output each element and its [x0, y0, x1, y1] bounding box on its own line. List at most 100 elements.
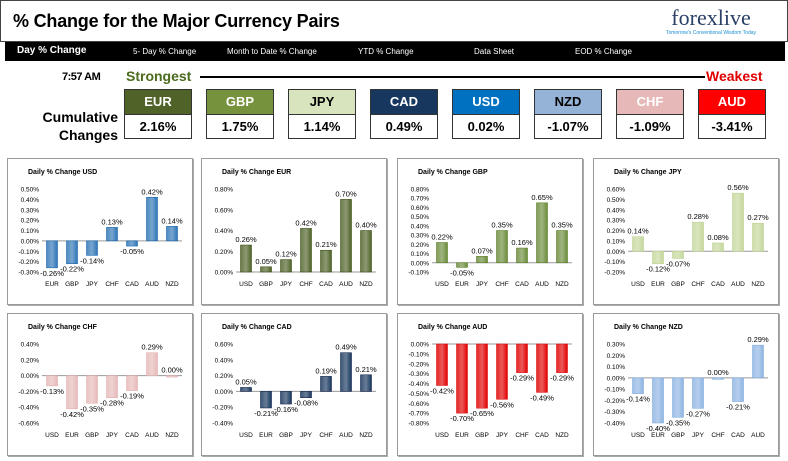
bar [300, 228, 312, 273]
data-label: -0.65% [470, 409, 494, 418]
x-tick-label: GBP [259, 281, 273, 288]
data-label: -0.49% [530, 393, 554, 402]
bar [516, 343, 528, 373]
y-tick-label: 0.20% [215, 249, 234, 256]
chart-title: Daily % Change NZD [614, 324, 683, 331]
y-tick-label: 0.60% [215, 342, 234, 349]
x-tick-label: GBP [65, 281, 79, 288]
forexlive-logo[interactable]: forexlive Tomorrow's Conventional Wisdom… [641, 6, 781, 40]
currency-value: -3.41% [699, 114, 765, 138]
chart-title: Daily % Change CAD [222, 324, 292, 331]
bar-chart: 0.40% 0.20% 0.00% -0.20% -0.40% -0.60% -0.13% U… [18, 342, 183, 440]
data-label: -0.56% [490, 400, 514, 409]
bar [360, 230, 372, 273]
bar [632, 377, 644, 394]
data-label: -0.21% [254, 409, 278, 418]
x-tick-label: JPY [476, 281, 489, 288]
x-tick-label: USD [631, 432, 645, 439]
tab-day-change[interactable]: Day % Change [17, 45, 87, 56]
tab-month-to-date[interactable]: Month to Date % Change [227, 47, 317, 56]
currency-code: AUD [699, 90, 765, 114]
currency-value: 2.16% [125, 114, 191, 138]
x-tick-label: JPY [496, 432, 509, 439]
bar [340, 352, 352, 392]
y-tick-label: 0.50% [411, 214, 430, 221]
data-label: -0.12% [646, 265, 670, 274]
currency-box-cad: CAD 0.49% [370, 89, 438, 139]
y-tick-label: -0.20% [604, 398, 625, 405]
bar [672, 251, 684, 259]
bar [692, 221, 704, 252]
y-tick-label: -0.40% [212, 421, 233, 428]
bar [632, 236, 644, 252]
x-tick-label: CAD [125, 432, 139, 439]
y-tick-label: 0.70% [411, 196, 430, 203]
bar [496, 343, 508, 400]
bar [712, 242, 724, 252]
bar [166, 226, 178, 242]
data-label: -0.05% [450, 268, 474, 277]
data-label: -0.14% [626, 395, 650, 404]
data-label: -0.28% [100, 399, 124, 408]
bar [106, 227, 118, 242]
x-tick-label: USD [239, 281, 253, 288]
tab-ytd-change[interactable]: YTD % Change [358, 47, 414, 56]
x-tick-label: EUR [65, 432, 79, 439]
bar [516, 247, 528, 264]
y-tick-label: -0.40% [18, 405, 39, 412]
bar [126, 375, 138, 391]
data-label: 0.21% [355, 365, 377, 374]
data-label: 0.16% [511, 238, 533, 247]
data-label: 0.05% [255, 257, 277, 266]
cumulative-label: Cumulative Changes [40, 108, 118, 144]
currency-code: JPY [289, 90, 355, 114]
currency-box-aud: AUD -3.41% [698, 89, 766, 139]
y-tick-label: 0.40% [607, 207, 626, 214]
y-tick-label: 0.00% [215, 389, 234, 396]
data-label: 0.56% [727, 183, 749, 192]
data-label: 0.42% [295, 218, 317, 227]
y-tick-label: 0.20% [411, 242, 430, 249]
y-tick-label: 0.10% [411, 251, 430, 258]
data-label: -0.40% [646, 424, 670, 433]
y-tick-label: -0.20% [18, 389, 39, 396]
chart-title: Daily % Change GBP [418, 169, 488, 176]
x-tick-label: NZD [555, 281, 569, 288]
y-tick-label: -0.20% [604, 270, 625, 277]
x-tick-label: USD [239, 432, 253, 439]
bar [320, 249, 332, 273]
x-tick-label: CAD [731, 432, 745, 439]
data-label: 0.65% [531, 193, 553, 202]
data-label: 0.07% [471, 246, 493, 255]
y-tick-label: -0.30% [18, 270, 39, 277]
tab-data-sheet[interactable]: Data Sheet [474, 47, 515, 56]
logo-text: forexlive [671, 5, 751, 30]
bar [146, 352, 158, 376]
y-tick-label: -0.10% [408, 270, 429, 277]
y-tick-label: 0.40% [21, 342, 40, 349]
data-label: 0.22% [431, 232, 453, 241]
x-tick-label: CHF [515, 432, 528, 439]
chart-panel-chf: Daily % Change CHF 0.40% 0.20% 0.00% -0.20% -… [7, 313, 193, 456]
bar [280, 259, 292, 273]
x-tick-label: USD [45, 432, 59, 439]
chart-panel-aud: Daily % Change AUD 0.00% -0.10% -0.20% -0.30… [397, 313, 583, 456]
y-tick-label: 0.00% [607, 375, 626, 382]
chart-panel-usd: Daily % Change USD 0.50% 0.40% 0.30% 0.20% 0.… [7, 158, 193, 305]
y-tick-label: 0.50% [21, 187, 40, 194]
x-tick-label: CAD [711, 281, 725, 288]
tab-5day-change[interactable]: 5- Day % Change [133, 47, 197, 56]
bar [86, 240, 98, 256]
bar-chart: 0.60% 0.50% 0.40% 0.30% 0.20% 0.10% 0.00% -0.10… [604, 183, 769, 288]
y-tick-label: 0.80% [215, 187, 234, 194]
bar [732, 377, 744, 402]
bar [556, 230, 568, 264]
bar [340, 199, 352, 273]
bar-chart: 0.60% 0.40% 0.20% 0.00% -0.20% -0.40% 0.05% USD… [212, 342, 377, 440]
y-tick-label: 0.10% [607, 238, 626, 245]
bar [360, 374, 372, 392]
tab-eod-change[interactable]: EOD % Change [575, 47, 632, 56]
y-tick-label: -0.80% [408, 421, 429, 428]
data-label: 0.00% [707, 368, 729, 377]
x-tick-label: CAD [535, 432, 549, 439]
